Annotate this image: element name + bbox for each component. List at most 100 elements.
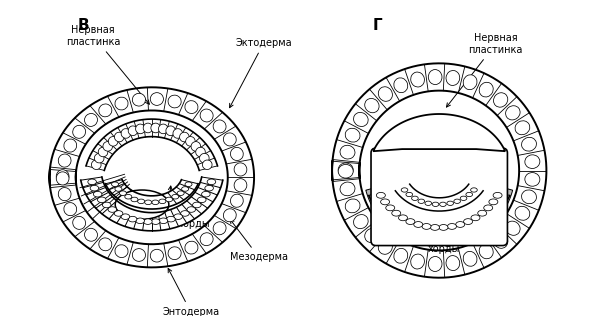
Ellipse shape (98, 147, 108, 157)
Ellipse shape (108, 137, 118, 146)
Ellipse shape (88, 179, 96, 185)
Ellipse shape (439, 224, 448, 230)
Ellipse shape (378, 87, 392, 101)
Ellipse shape (90, 185, 99, 191)
Polygon shape (366, 181, 436, 246)
Ellipse shape (151, 219, 160, 224)
Ellipse shape (479, 244, 493, 259)
Ellipse shape (365, 98, 379, 113)
Ellipse shape (158, 124, 168, 134)
Ellipse shape (121, 129, 131, 138)
Ellipse shape (172, 194, 178, 199)
Ellipse shape (186, 137, 195, 146)
Ellipse shape (234, 179, 247, 192)
Ellipse shape (115, 190, 169, 219)
Ellipse shape (135, 124, 145, 134)
Ellipse shape (463, 252, 477, 266)
Ellipse shape (128, 216, 137, 222)
Ellipse shape (168, 95, 181, 108)
Ellipse shape (213, 120, 226, 133)
Ellipse shape (207, 179, 216, 185)
Ellipse shape (378, 240, 392, 254)
Polygon shape (50, 87, 254, 267)
Ellipse shape (121, 214, 129, 219)
Text: Эктодерма: Эктодерма (229, 38, 292, 108)
Ellipse shape (447, 223, 456, 229)
Ellipse shape (185, 101, 198, 113)
Text: Материал хорды: Материал хорды (122, 186, 209, 229)
Ellipse shape (340, 145, 355, 159)
Ellipse shape (394, 248, 408, 263)
Polygon shape (374, 114, 505, 151)
Ellipse shape (200, 109, 213, 122)
Ellipse shape (132, 93, 145, 106)
Ellipse shape (425, 201, 431, 205)
Ellipse shape (112, 182, 119, 186)
Ellipse shape (493, 93, 508, 107)
Ellipse shape (191, 142, 200, 151)
Ellipse shape (95, 154, 104, 163)
Ellipse shape (466, 192, 473, 197)
Ellipse shape (56, 170, 69, 183)
Ellipse shape (406, 219, 415, 224)
Ellipse shape (411, 72, 424, 87)
Ellipse shape (152, 200, 159, 204)
Ellipse shape (167, 216, 175, 222)
Ellipse shape (418, 199, 424, 204)
Ellipse shape (483, 205, 493, 211)
Polygon shape (369, 188, 509, 237)
Ellipse shape (454, 199, 460, 204)
Ellipse shape (338, 163, 353, 177)
Ellipse shape (338, 164, 353, 178)
Text: Нервная
пластинка: Нервная пластинка (446, 33, 523, 107)
Ellipse shape (398, 215, 407, 221)
Ellipse shape (205, 185, 213, 191)
Ellipse shape (173, 129, 183, 138)
Ellipse shape (223, 209, 236, 222)
Polygon shape (443, 181, 512, 246)
Ellipse shape (470, 188, 478, 192)
Polygon shape (81, 177, 223, 231)
Ellipse shape (93, 191, 102, 197)
Ellipse shape (131, 197, 138, 202)
Ellipse shape (99, 238, 112, 251)
Ellipse shape (213, 222, 226, 235)
Ellipse shape (200, 154, 209, 163)
Ellipse shape (187, 207, 196, 212)
Ellipse shape (145, 200, 152, 204)
Polygon shape (86, 119, 217, 170)
Ellipse shape (414, 222, 423, 228)
Ellipse shape (168, 247, 181, 259)
Ellipse shape (92, 160, 101, 169)
Ellipse shape (73, 125, 86, 138)
Ellipse shape (365, 228, 379, 243)
Ellipse shape (64, 203, 77, 216)
Text: Энтодерма: Энтодерма (162, 269, 219, 316)
Ellipse shape (353, 215, 368, 228)
Ellipse shape (138, 199, 145, 204)
Text: Мезодерма: Мезодерма (230, 219, 288, 262)
Ellipse shape (230, 147, 243, 161)
Ellipse shape (115, 245, 128, 258)
Ellipse shape (460, 196, 467, 200)
Ellipse shape (185, 241, 198, 254)
Ellipse shape (521, 190, 537, 204)
Ellipse shape (166, 126, 176, 136)
Ellipse shape (177, 191, 184, 196)
Ellipse shape (85, 228, 98, 241)
Ellipse shape (159, 218, 168, 224)
Ellipse shape (132, 249, 145, 261)
Ellipse shape (411, 196, 418, 200)
Ellipse shape (223, 133, 236, 146)
Ellipse shape (422, 223, 431, 229)
Ellipse shape (430, 224, 440, 230)
Ellipse shape (181, 187, 189, 191)
Ellipse shape (447, 201, 453, 205)
Ellipse shape (151, 123, 160, 133)
Ellipse shape (381, 199, 389, 205)
Text: Г: Г (373, 18, 382, 33)
Ellipse shape (345, 199, 360, 213)
Ellipse shape (353, 112, 368, 126)
Ellipse shape (506, 106, 520, 120)
Ellipse shape (440, 202, 446, 206)
